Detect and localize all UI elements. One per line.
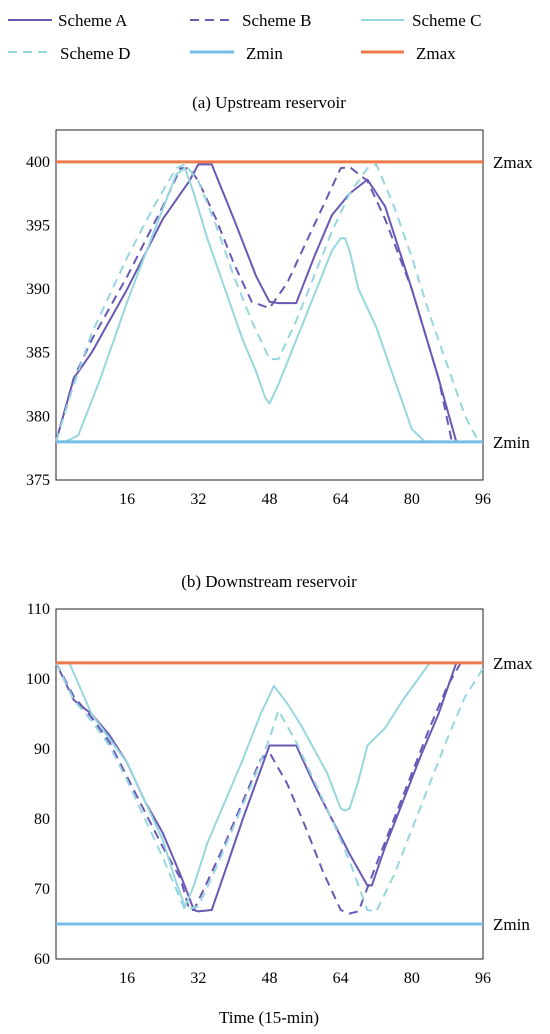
- y-tick-labels-downstream: 60 70 80 90 100 110: [26, 601, 50, 968]
- panel-title-upstream: (a) Upstream reservoir: [192, 93, 346, 112]
- series-line-scheme-b-downstream: [55, 662, 462, 915]
- x-tick-label: 80: [404, 491, 420, 508]
- x-tick-label: 48: [262, 491, 278, 508]
- y-tick-label: 60: [34, 951, 50, 968]
- y-tick-label: 375: [26, 472, 50, 489]
- y-tick-label: 100: [26, 671, 50, 688]
- series-line-scheme-a-downstream: [55, 662, 458, 913]
- x-tick-label: 96: [475, 970, 491, 987]
- plot-area-upstream: [55, 129, 484, 481]
- series-line-scheme-b-upstream: [55, 165, 453, 443]
- legend-label-scheme-c: Scheme C: [412, 11, 481, 30]
- y-tick-label: 390: [26, 281, 50, 298]
- y-tick-label: 80: [34, 811, 50, 828]
- legend-entry-zmin: Zmin: [190, 44, 283, 63]
- y-tick-label: 380: [26, 408, 50, 425]
- series-line-scheme-d-downstream: [55, 662, 484, 913]
- reference-label-zmin-downstream: Zmin: [493, 915, 530, 934]
- y-tick-label: 90: [34, 741, 50, 758]
- y-tick-label: 70: [34, 881, 50, 898]
- y-tick-label: 385: [26, 345, 50, 362]
- series-layer-downstream: [55, 661, 484, 915]
- series-line-scheme-d-upstream: [55, 163, 480, 443]
- y-tick-label: 110: [27, 601, 50, 618]
- panel-title-downstream: (b) Downstream reservoir: [181, 572, 357, 591]
- plot-area-downstream: [55, 608, 484, 960]
- x-tick-label: 32: [190, 970, 206, 987]
- legend-label-zmin: Zmin: [246, 44, 283, 63]
- series-layer-upstream: [55, 163, 483, 443]
- x-tick-label: 32: [190, 491, 206, 508]
- reference-label-zmax-upstream: Zmax: [493, 153, 533, 172]
- panel-downstream: (b) Downstream reservoir 60708090100110 …: [26, 572, 533, 1027]
- x-tick-labels-downstream: 16 32 48 64 80 96: [119, 970, 491, 987]
- x-tick-labels-upstream: 16 32 48 64 80 96: [119, 491, 491, 508]
- legend-entry-scheme-c: Scheme C: [361, 11, 481, 30]
- legend-label-scheme-a: Scheme A: [58, 11, 128, 30]
- series-line-scheme-c-upstream: [56, 167, 483, 443]
- x-tick-label: 80: [404, 970, 420, 987]
- series-line-scheme-a-upstream: [55, 163, 458, 443]
- y-tick-label: 395: [26, 217, 50, 234]
- series-line-scheme-c-downstream: [56, 661, 483, 908]
- x-tick-label: 96: [475, 491, 491, 508]
- legend-entry-zmax: Zmax: [361, 44, 456, 63]
- x-tick-label: 48: [262, 970, 278, 987]
- legend-entry-scheme-d: Scheme D: [8, 44, 130, 63]
- y-tick-label: 400: [26, 154, 50, 171]
- x-tick-label: 64: [333, 970, 349, 987]
- x-axis-title-downstream: Time (15-min): [219, 1008, 319, 1027]
- legend-label-scheme-b: Scheme B: [242, 11, 311, 30]
- x-tick-label: 64: [333, 491, 349, 508]
- legend-entry-scheme-b: Scheme B: [190, 11, 311, 30]
- x-tick-label: 16: [119, 970, 135, 987]
- y-tick-labels-upstream: 375 380 385 390 395 400: [26, 154, 50, 489]
- reference-lines-downstream: Zmax Zmin: [56, 654, 533, 934]
- legend-entry-scheme-a: Scheme A: [8, 11, 128, 30]
- legend-label-zmax: Zmax: [416, 44, 456, 63]
- x-tick-label: 16: [119, 491, 135, 508]
- panel-upstream: (a) Upstream reservoir 375 380 385 390 395 40…: [26, 93, 533, 508]
- reference-label-zmin-upstream: Zmin: [493, 433, 530, 452]
- reference-lines-upstream: Zmax Zmin: [56, 153, 533, 452]
- reference-label-zmax-downstream: Zmax: [493, 654, 533, 673]
- legend: Scheme A Scheme B Scheme C Scheme D Zmin…: [8, 11, 481, 63]
- legend-label-scheme-d: Scheme D: [60, 44, 130, 63]
